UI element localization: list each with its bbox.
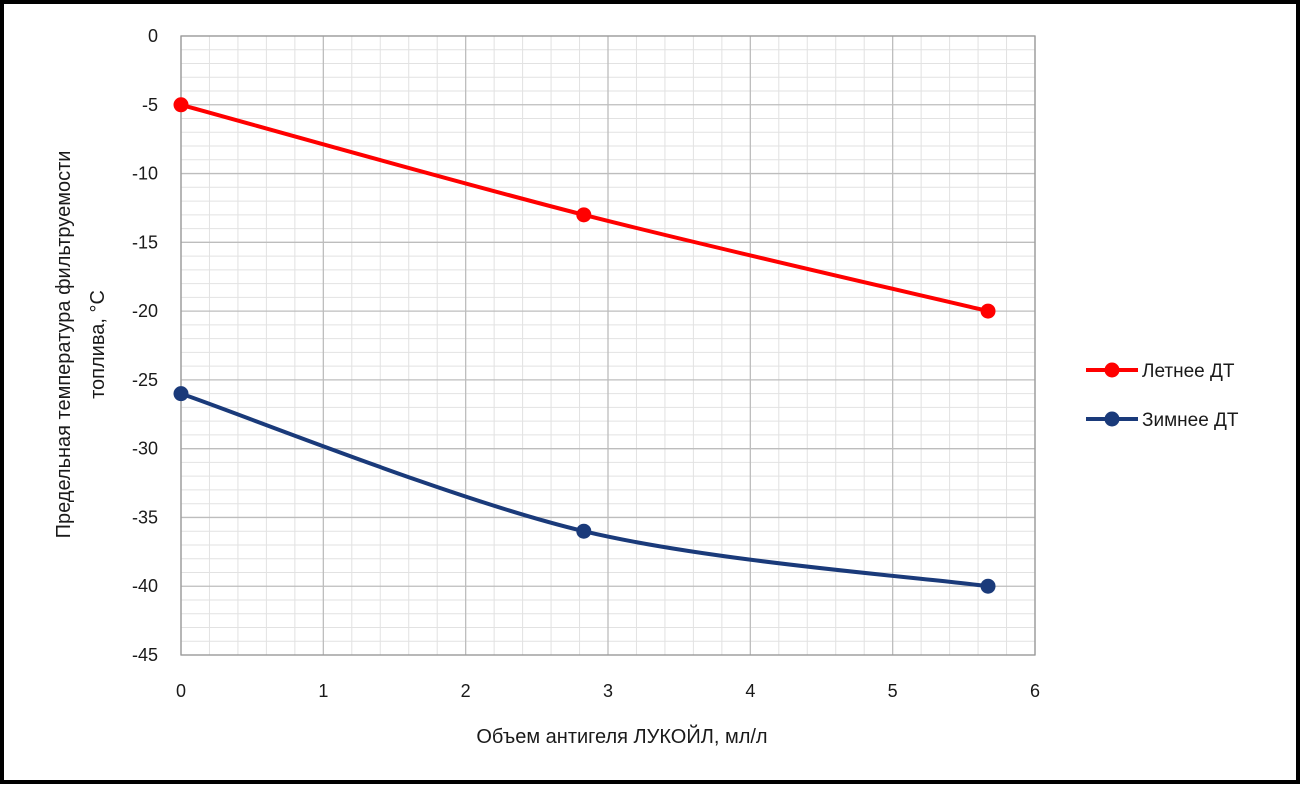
y-tick-label: -20	[132, 301, 158, 321]
data-point	[980, 578, 996, 594]
major-gridlines	[180, 35, 1036, 656]
legend-label: Зимнее ДТ	[1142, 410, 1239, 431]
legend-entry-2: Зимнее ДТ	[1086, 410, 1239, 431]
x-tick-label: 1	[318, 681, 328, 701]
x-tick-label: 6	[1030, 681, 1040, 701]
y-tick-label: -10	[132, 164, 158, 184]
line-chart: 0 -5 -10 -15 -20 -25 -30 -35 -40 -45 0 1 2 3 4 5 6 Объе…	[53, 26, 1239, 748]
x-tick-label: 4	[745, 681, 755, 701]
data-point	[173, 386, 189, 402]
series-1	[173, 97, 996, 319]
y-tick-label: -15	[132, 232, 158, 252]
x-axis-title: Объем антигеля ЛУКОЙЛ, мл/л	[476, 724, 767, 748]
y-tick-label: -35	[132, 507, 158, 527]
x-tick-label: 5	[888, 681, 898, 701]
legend-marker	[1104, 362, 1120, 378]
y-tick-label: -25	[132, 370, 158, 390]
data-point	[173, 97, 189, 113]
x-tick-label: 2	[461, 681, 471, 701]
y-tick-label: -5	[142, 95, 158, 115]
x-axis-tick-labels: 0 1 2 3 4 5 6	[176, 681, 1040, 701]
y-tick-label: -45	[132, 645, 158, 665]
x-tick-label: 0	[176, 681, 186, 701]
data-point	[576, 523, 592, 539]
y-tick-label: 0	[148, 26, 158, 46]
y-axis-title-line-1: Предельная температура фильтруемости	[53, 151, 75, 539]
legend: Летнее ДТ Зимнее ДТ	[1086, 361, 1239, 431]
y-axis-tick-labels: 0 -5 -10 -15 -20 -25 -30 -35 -40 -45	[132, 26, 158, 665]
legend-label: Летнее ДТ	[1142, 361, 1235, 382]
series-2	[173, 386, 996, 594]
data-point	[576, 207, 592, 223]
legend-entry-1: Летнее ДТ	[1086, 361, 1235, 382]
x-tick-label: 3	[603, 681, 613, 701]
series-layer	[173, 97, 996, 594]
data-point	[980, 303, 996, 319]
y-axis-title-line-2: топлива, °С	[87, 290, 109, 399]
y-tick-label: -40	[132, 576, 158, 596]
y-axis-title: Предельная температура фильтруемости топ…	[53, 151, 109, 539]
legend-marker	[1104, 411, 1120, 427]
plot-area-border	[180, 35, 1036, 656]
y-tick-label: -30	[132, 439, 158, 459]
